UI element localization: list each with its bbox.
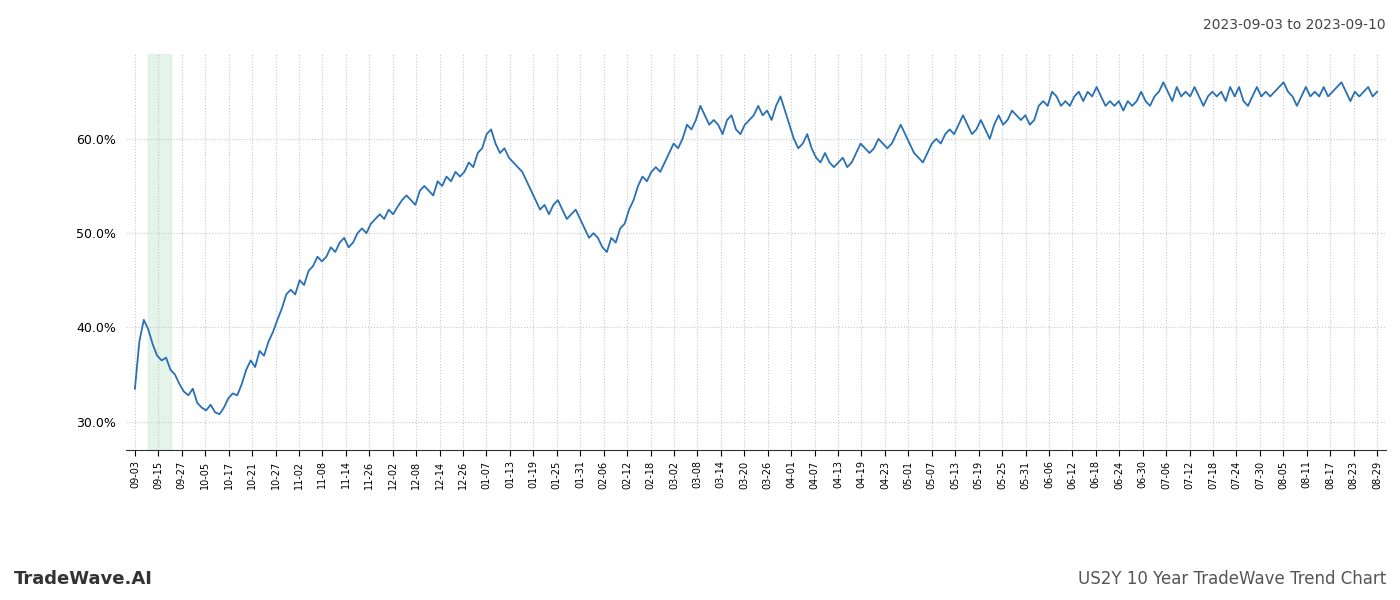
Text: US2Y 10 Year TradeWave Trend Chart: US2Y 10 Year TradeWave Trend Chart xyxy=(1078,570,1386,588)
Bar xyxy=(148,54,171,450)
Text: 2023-09-03 to 2023-09-10: 2023-09-03 to 2023-09-10 xyxy=(1204,18,1386,32)
Text: TradeWave.AI: TradeWave.AI xyxy=(14,570,153,588)
